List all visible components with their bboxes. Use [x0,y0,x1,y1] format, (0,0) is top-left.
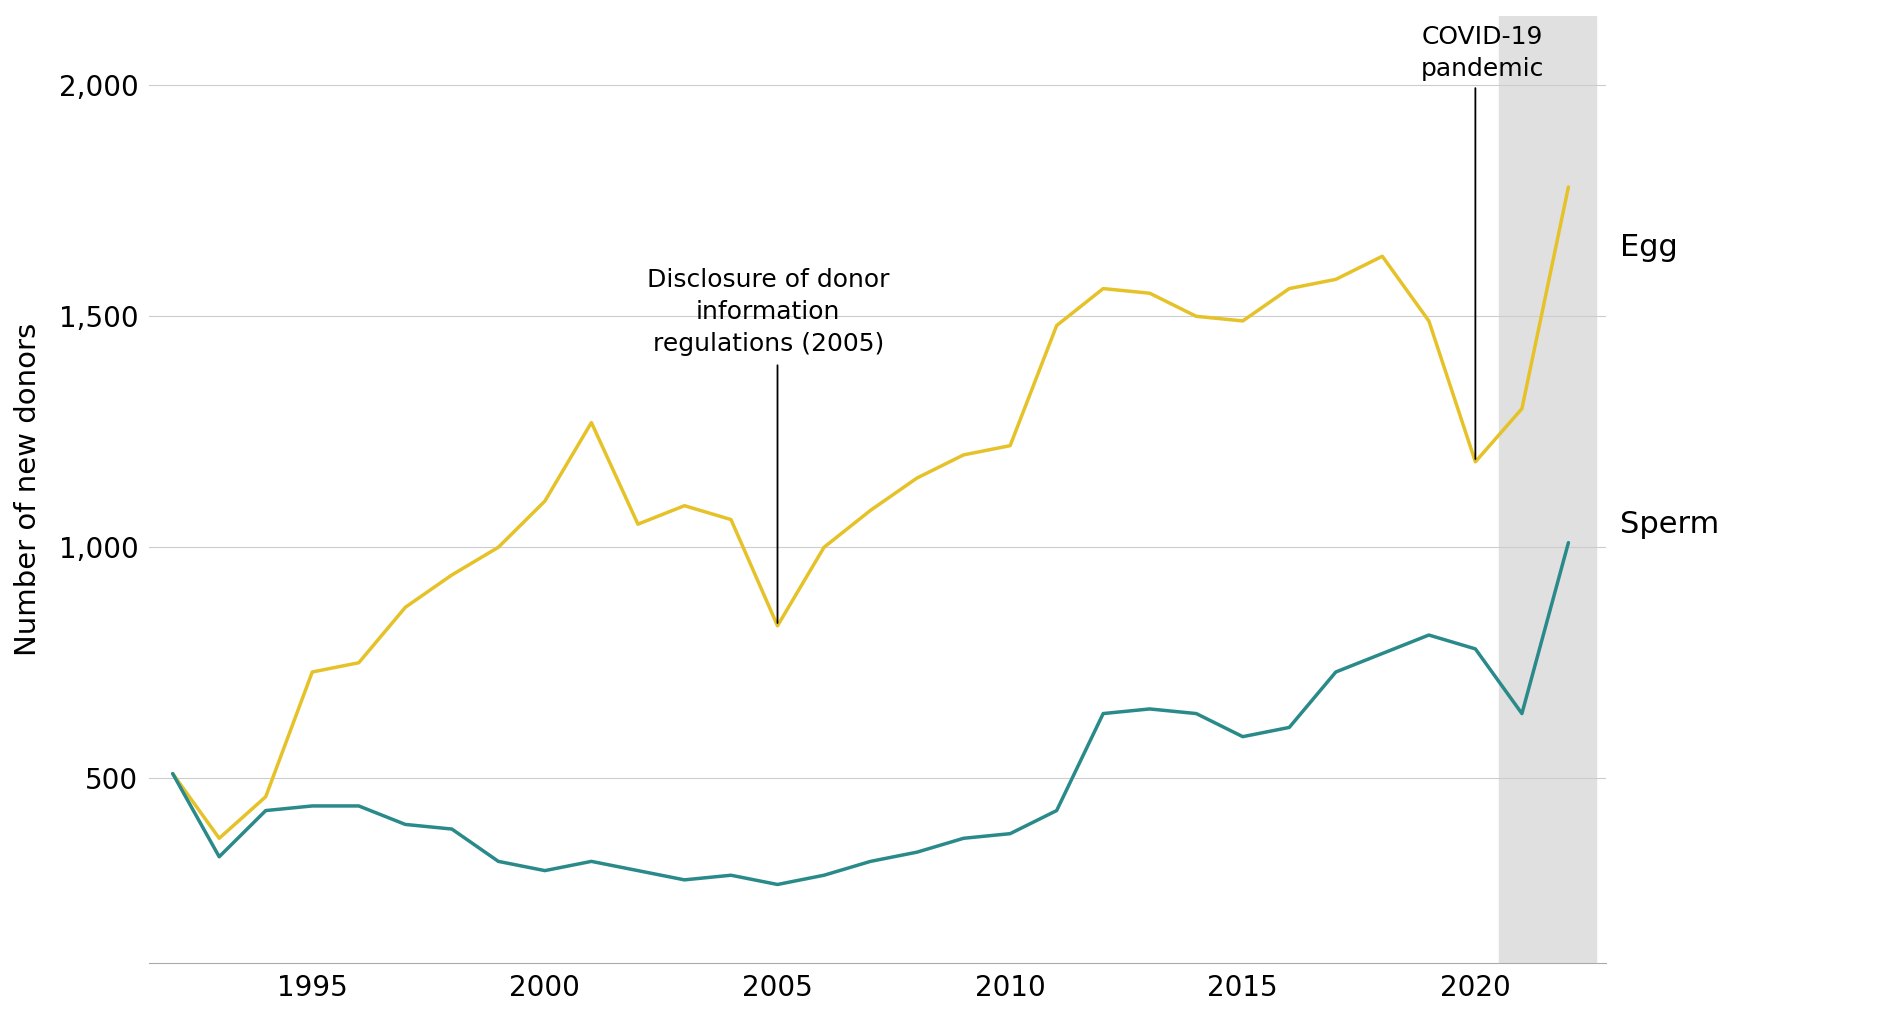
Y-axis label: Number of new donors: Number of new donors [13,323,42,656]
Text: Sperm: Sperm [1619,510,1719,538]
Text: Disclosure of donor
information
regulations (2005): Disclosure of donor information regulati… [646,268,890,356]
Text: Egg: Egg [1619,233,1677,261]
Bar [1498,16,1596,963]
Text: COVID-19
pandemic: COVID-19 pandemic [1421,25,1543,80]
